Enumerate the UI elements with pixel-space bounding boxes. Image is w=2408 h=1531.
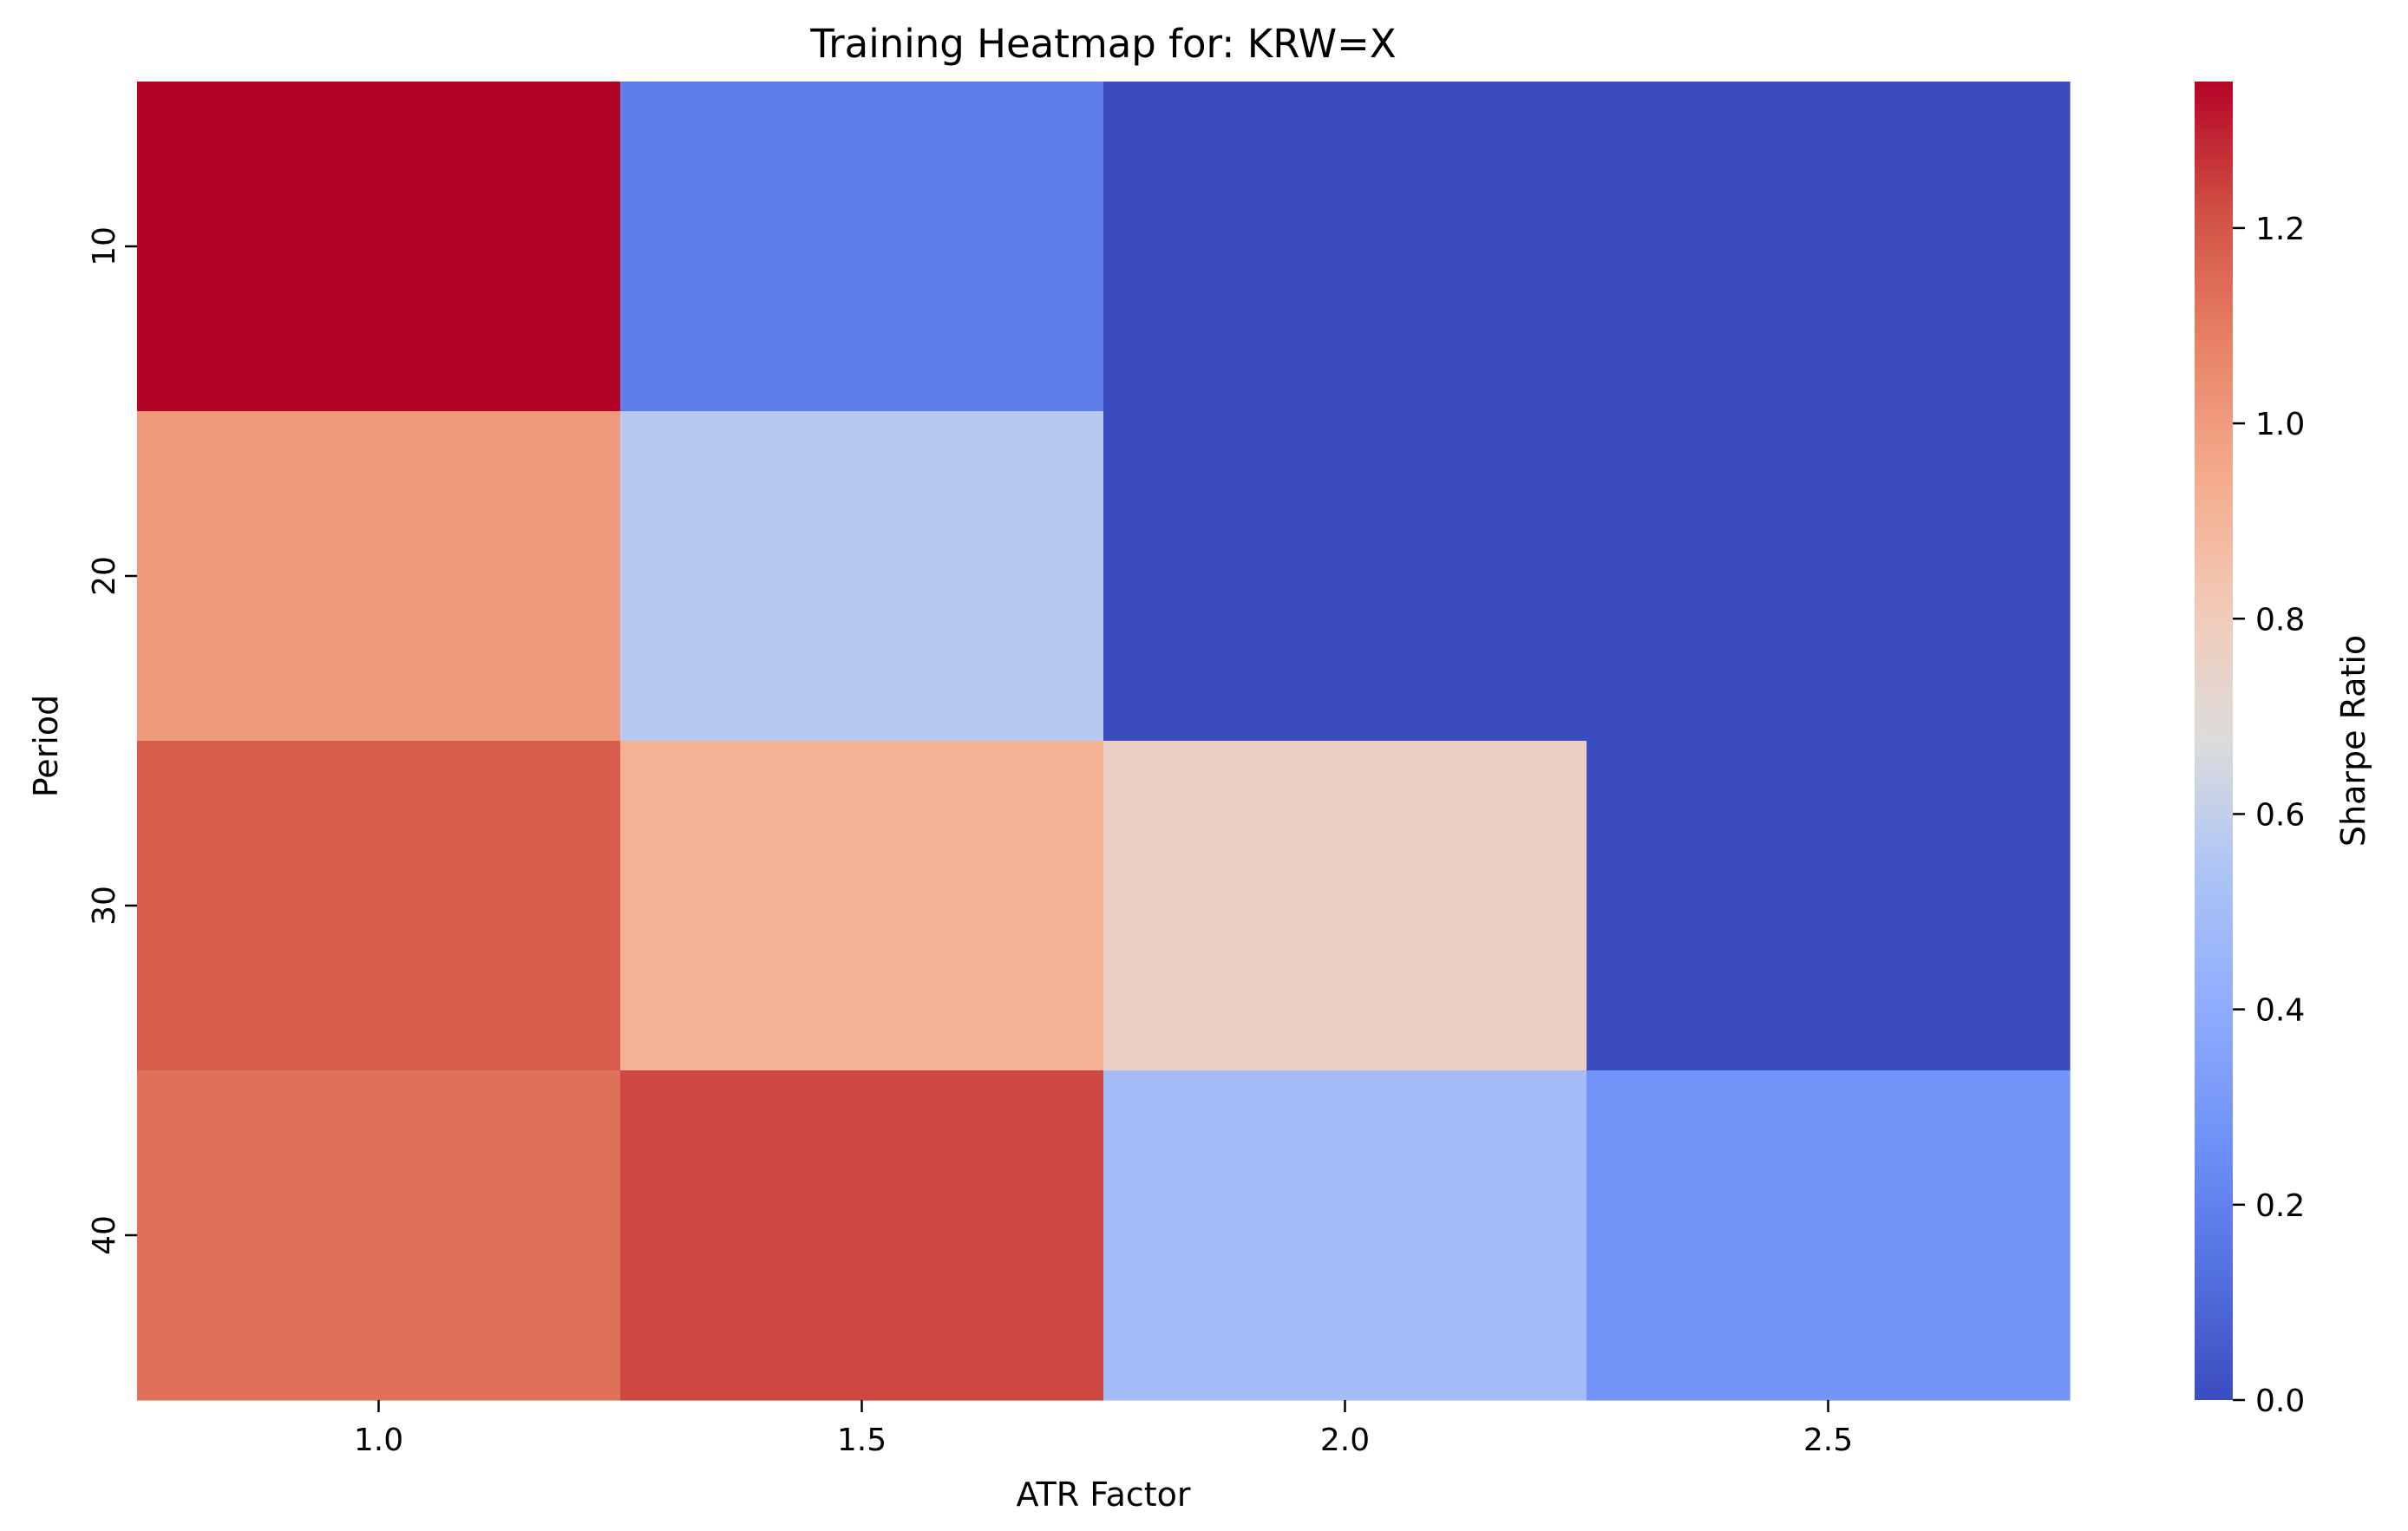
heatmap-cell <box>137 741 621 1071</box>
x-tick-label: 1.0 <box>354 1423 403 1458</box>
colorbar-tick-label: 0.0 <box>2255 1384 2305 1419</box>
heatmap-cell <box>620 1070 1104 1401</box>
colorbar-tick-label: 1.0 <box>2255 407 2305 442</box>
heatmap-cell <box>1587 82 2071 412</box>
x-axis-ticks: 1.0 1.5 2.0 2.5 <box>354 1400 1853 1458</box>
x-tick-label: 1.5 <box>837 1423 887 1458</box>
heatmap-cells <box>137 82 2071 1401</box>
heatmap-cell <box>1587 411 2071 742</box>
colorbar-tick-label: 1.2 <box>2255 212 2305 247</box>
heatmap-cell <box>620 82 1104 412</box>
chart-title: Training Heatmap for: KRW=X <box>809 21 1396 67</box>
y-tick-label: 40 <box>87 1215 122 1255</box>
colorbar-tick-label: 0.4 <box>2255 993 2305 1029</box>
heatmap-cell <box>620 411 1104 742</box>
x-tick-label: 2.5 <box>1803 1423 1853 1458</box>
y-tick-label: 10 <box>87 226 122 266</box>
colorbar-tick-label: 0.2 <box>2255 1188 2305 1224</box>
heatmap-cell <box>1103 741 1587 1071</box>
colorbar-tick-label: 0.6 <box>2255 797 2305 833</box>
heatmap-cell <box>1103 411 1587 742</box>
colorbar-ticks: 0.0 0.2 0.4 0.6 0.8 1.0 1.2 <box>2233 212 2305 1419</box>
colorbar <box>2195 82 2233 1400</box>
heatmap-cell <box>137 411 621 742</box>
heatmap-cell <box>1587 1070 2071 1401</box>
heatmap-cell <box>137 82 621 412</box>
heatmap-cell <box>1103 1070 1587 1401</box>
y-tick-label: 20 <box>87 556 122 596</box>
y-axis-ticks: 10 20 30 40 <box>87 226 137 1255</box>
x-axis-label: ATR Factor <box>1016 1475 1190 1514</box>
colorbar-tick-label: 0.8 <box>2255 602 2305 638</box>
y-tick-label: 30 <box>87 886 122 926</box>
heatmap-cell <box>1103 82 1587 412</box>
colorbar-label: Sharpe Ratio <box>2334 635 2372 847</box>
x-tick-label: 2.0 <box>1320 1423 1370 1458</box>
y-axis-label: Period <box>27 695 65 798</box>
heatmap-cell <box>1587 741 2071 1071</box>
heatmap-cell <box>137 1070 621 1401</box>
heatmap-cell <box>620 741 1104 1071</box>
